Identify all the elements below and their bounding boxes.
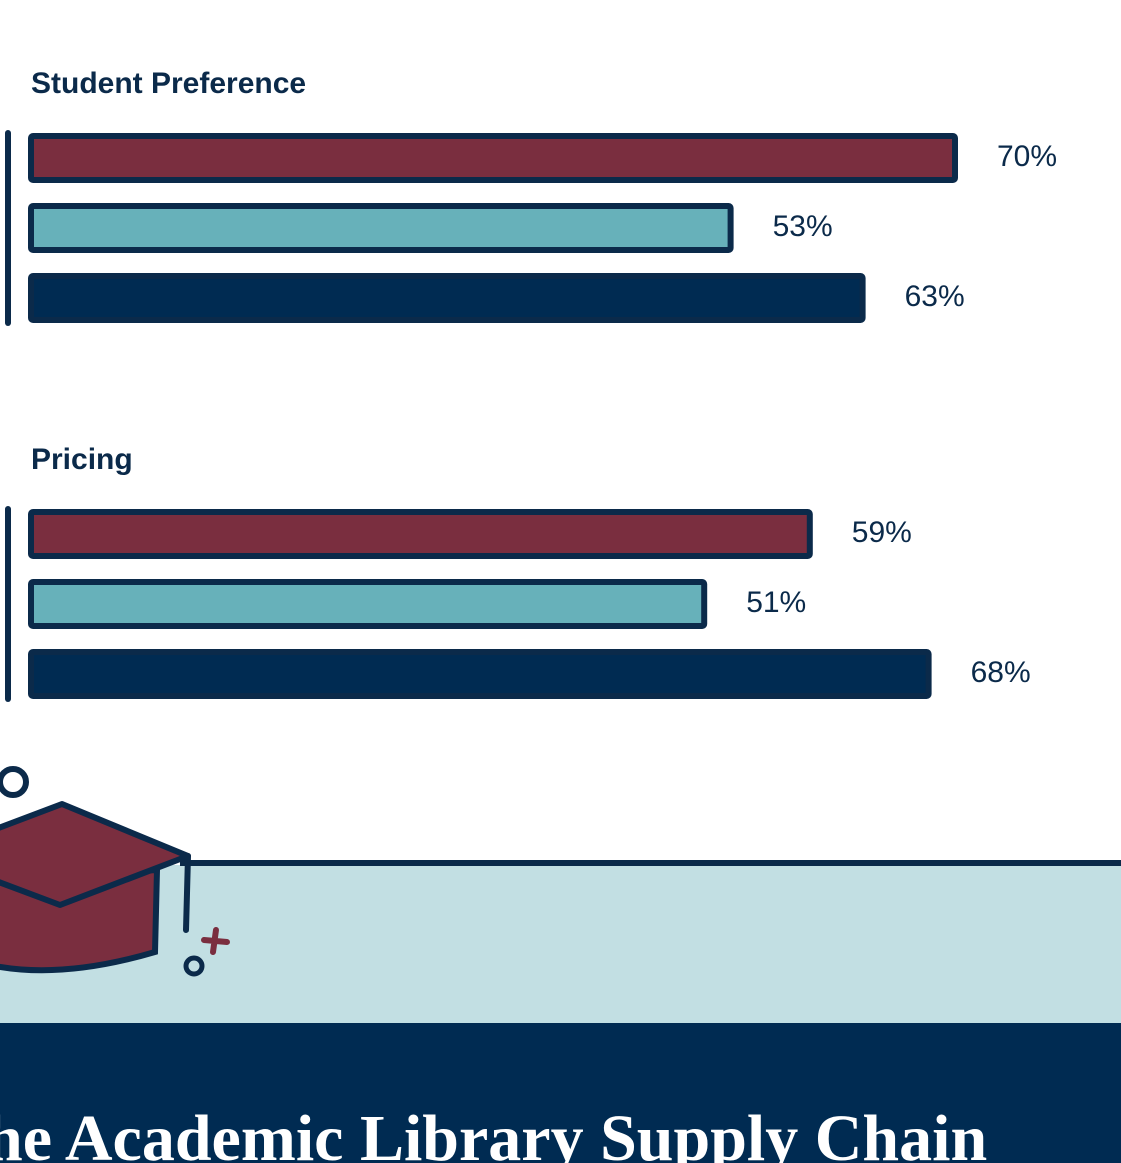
bar [28,133,958,183]
value-label: 51% [746,586,806,619]
chart-title: Student Preference [31,67,306,100]
value-label: 63% [905,280,965,313]
bar [28,579,708,629]
bar [28,273,866,323]
dark-band [0,1023,1121,1163]
bar [28,203,734,253]
footer-title: The Academic Library Supply Chain [0,1102,987,1163]
chart-title: Pricing [31,443,133,476]
light-band [0,865,1121,1025]
value-label: 70% [997,140,1057,173]
graduation-cap [0,766,230,977]
bar [28,509,813,559]
bar [28,649,932,699]
value-label: 59% [852,516,912,549]
value-label: 68% [971,656,1031,689]
value-label: 53% [773,210,833,243]
